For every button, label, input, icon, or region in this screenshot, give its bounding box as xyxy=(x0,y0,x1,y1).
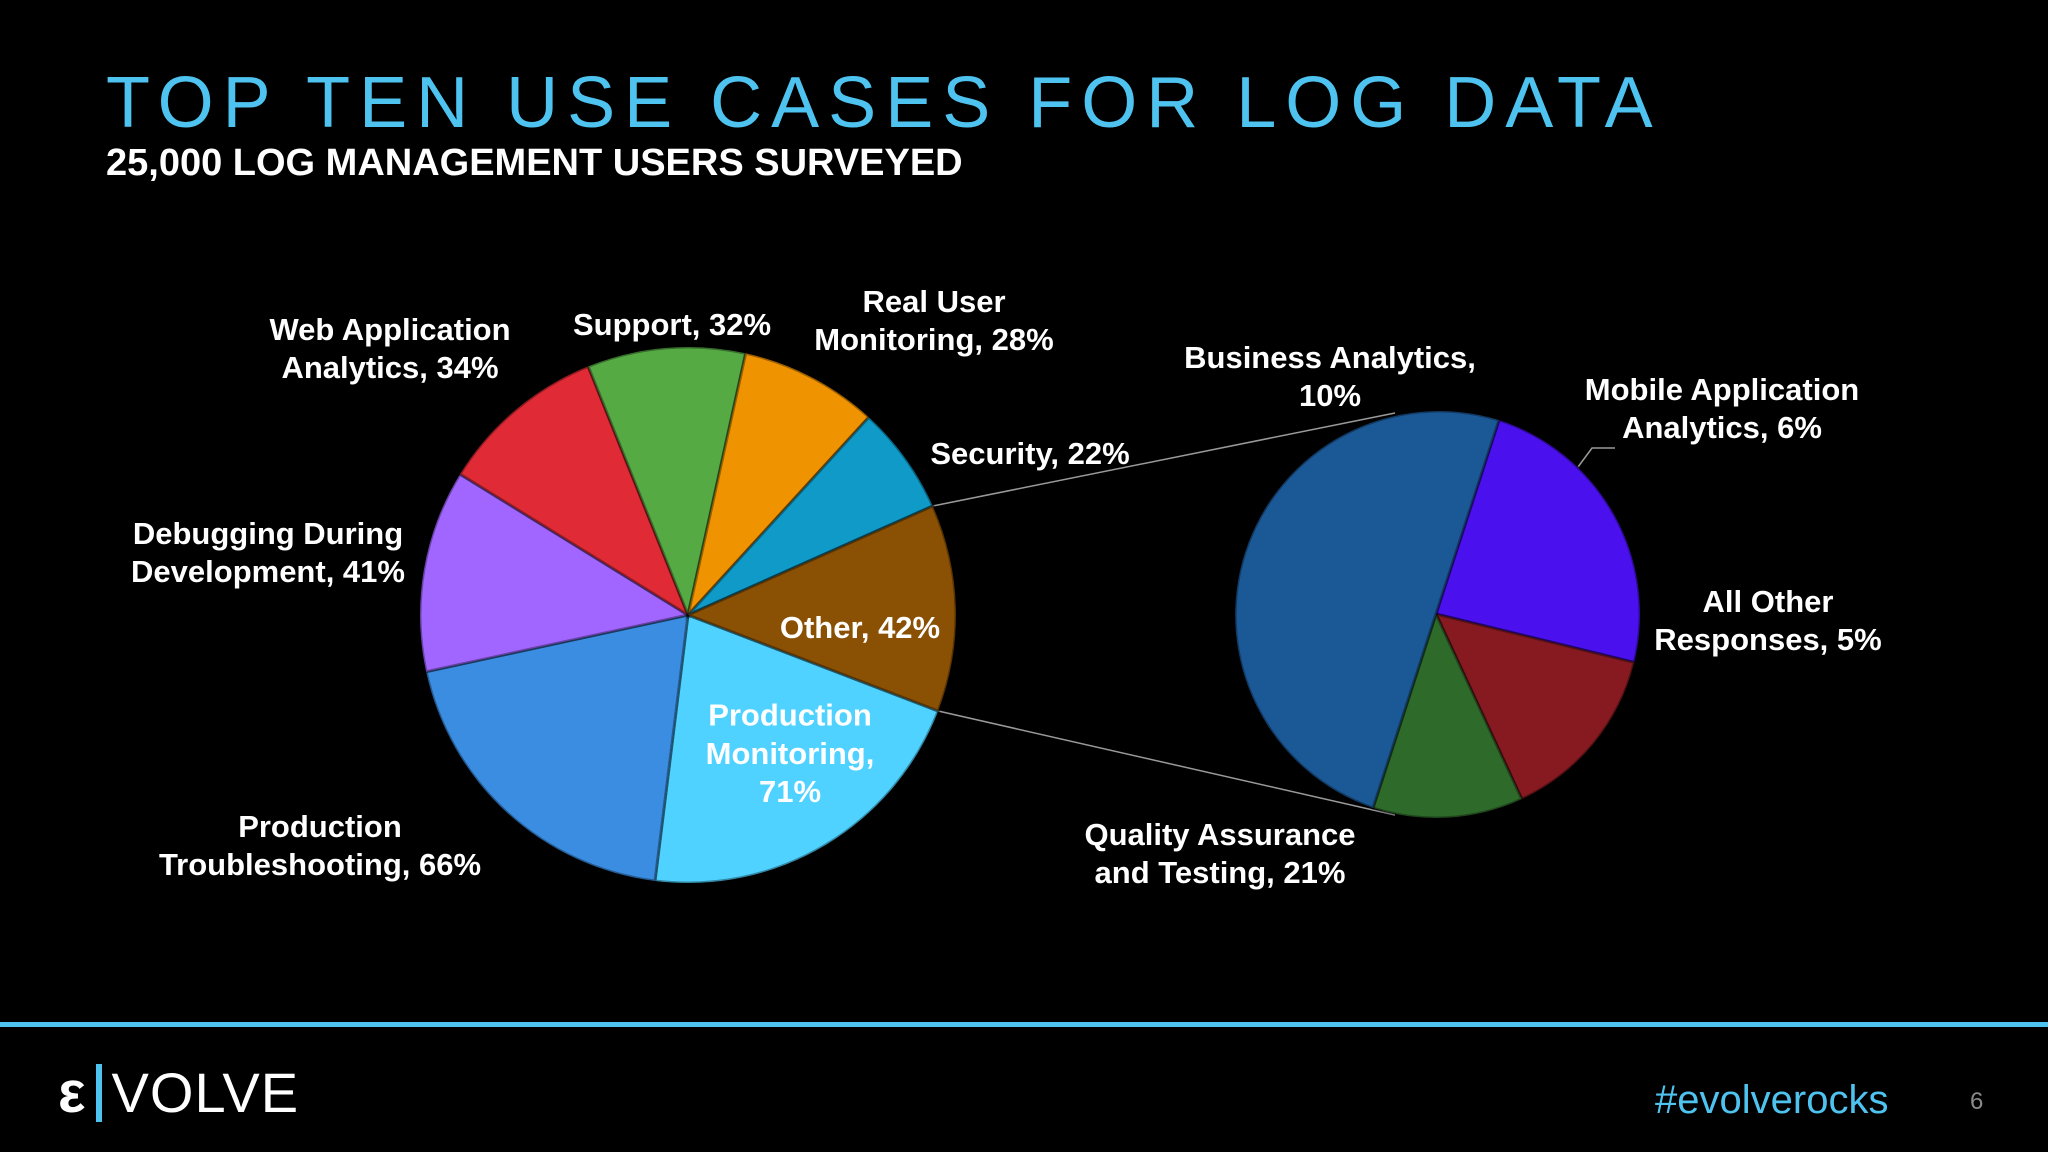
breakdown-slice-business-analytics-10 xyxy=(1434,418,1642,665)
slice-labels: Production Monitoring, 71% Production Troubl… xyxy=(131,284,1882,890)
main-label-web-application-analytics-34: Web Application Analytics, 34% xyxy=(269,312,510,385)
main-label-security-22: Security, 22% xyxy=(930,436,1129,471)
main-pie xyxy=(418,345,958,885)
connector-lines xyxy=(932,412,1615,816)
evolve-logo: ε VOLVE xyxy=(58,1058,299,1128)
breakdown-label-quality-assurance-and-testing-21: Quality Assurance and Testing, 21% xyxy=(1084,817,1355,890)
connector-line-bottom xyxy=(932,412,1396,507)
breakdown-pie xyxy=(1233,409,1642,820)
main-slice-production-troubleshooting-66 xyxy=(424,613,690,883)
breakdown-slice-quality-assurance-and-testing-21 xyxy=(1233,409,1501,810)
connector-line-top xyxy=(938,710,1396,816)
breakdown-slice-mobile-application-analytics-6 xyxy=(1433,611,1637,802)
main-label-other-42: Other, 42% xyxy=(780,610,940,645)
main-label-support-32: Support, 32% xyxy=(573,307,771,342)
main-label-production-troubleshooting-66: Production Troubleshooting, 66% xyxy=(159,809,481,882)
main-slice-support-32 xyxy=(586,345,748,621)
main-label-real-user-monitoring-28: Real User Monitoring, 28% xyxy=(814,284,1053,357)
pie-charts: Production Monitoring, 71% Production Troubl… xyxy=(131,284,1882,890)
main-label-production-monitoring-71: Production Monitoring, 71% xyxy=(706,698,875,809)
logo-mark: ε xyxy=(58,1060,86,1125)
main-slice-other-42 xyxy=(684,504,958,713)
main-slice-security-22 xyxy=(686,415,935,617)
hashtag-prefix: #evolve xyxy=(1655,1078,1793,1122)
main-label-debugging-during-development-41: Debugging During Development, 41% xyxy=(131,516,405,589)
main-slice-web-application-analytics-34 xyxy=(457,364,692,619)
footer-divider xyxy=(0,1022,2048,1027)
breakdown-label-business-analytics-10: Business Analytics, 10% xyxy=(1184,340,1476,413)
breakdown-slice-all-other-responses-5 xyxy=(1371,609,1524,820)
main-slice-real-user-monitoring-28 xyxy=(685,351,871,621)
hashtag-suffix: rocks xyxy=(1792,1078,1889,1122)
page-number: 6 xyxy=(1970,1088,1984,1115)
main-slice-debugging-during-development-41 xyxy=(418,472,692,674)
slide-subtitle: 25,000 LOG MANAGEMENT USERS SURVEYED xyxy=(106,142,963,184)
hashtag: #evolverocks xyxy=(1655,1078,1888,1123)
logo-text: VOLVE xyxy=(111,1061,300,1124)
slide-title: TOP TEN USE CASES FOR LOG DATA xyxy=(106,63,1662,143)
breakdown-label-mobile-application-analytics-6: Mobile Application Analytics, 6% xyxy=(1585,372,1859,445)
leader-line-mobile xyxy=(1577,447,1615,468)
breakdown-label-all-other-responses-5: All Other Responses, 5% xyxy=(1654,584,1881,657)
main-slice-production-monitoring-71 xyxy=(653,612,941,885)
logo-divider xyxy=(95,1064,102,1122)
